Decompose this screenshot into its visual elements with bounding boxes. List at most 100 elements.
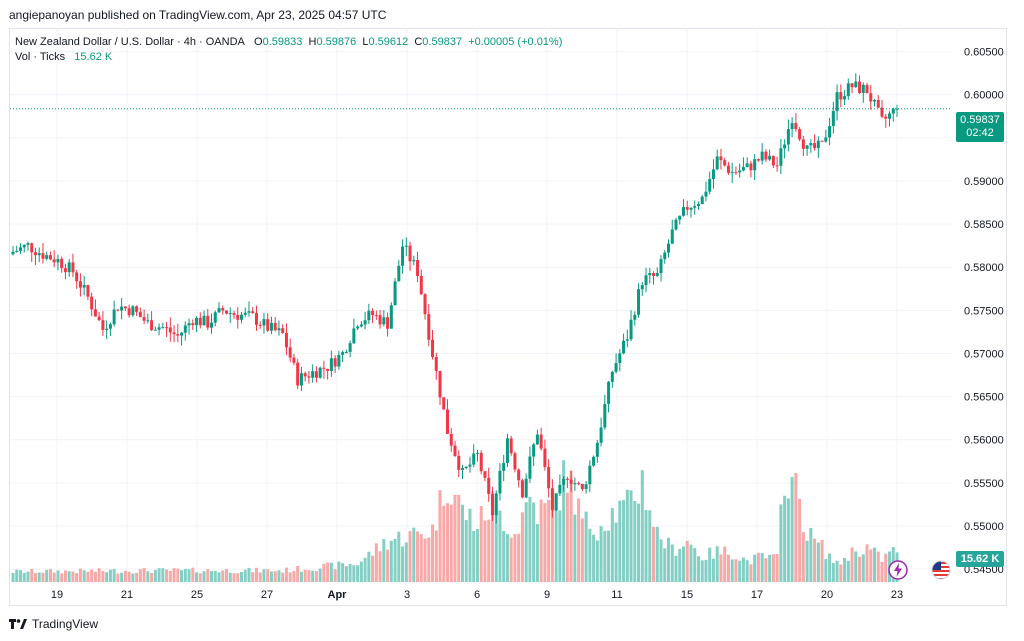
close-label: C <box>414 36 423 48</box>
candle-body <box>801 139 805 149</box>
volume-bar <box>464 520 468 582</box>
volume-bar <box>333 569 337 582</box>
candle-body <box>726 165 730 173</box>
volume-bar <box>674 555 678 582</box>
volume-bar <box>453 494 457 582</box>
volume-bar <box>202 571 206 582</box>
candle-body <box>427 314 431 340</box>
candle-body <box>592 456 596 466</box>
volume-bar <box>359 561 363 582</box>
candle-body <box>562 478 566 485</box>
candle-body <box>311 371 315 378</box>
x-tick-label: 6 <box>474 589 480 601</box>
volume-bar <box>824 559 828 582</box>
candle-body <box>693 206 697 208</box>
volume-bar <box>168 570 172 582</box>
volume-bar <box>577 498 581 582</box>
volume-bar <box>221 570 225 582</box>
x-tick-label: 27 <box>261 589 273 601</box>
candle-body <box>142 317 146 321</box>
candle-body <box>419 276 423 295</box>
candle-body <box>610 371 614 382</box>
candle-body <box>63 268 67 273</box>
candle-body <box>153 329 157 331</box>
chart-frame <box>9 28 1007 606</box>
candle-body <box>401 246 405 266</box>
x-tick-label: 25 <box>191 589 203 601</box>
volume-bar <box>165 569 169 582</box>
x-tick-label: 17 <box>751 589 763 601</box>
volume-bar <box>809 527 813 582</box>
volume-bar <box>18 570 22 582</box>
symbol-name[interactable]: New Zealand Dollar / U.S. Dollar · 4h · … <box>15 36 245 48</box>
candle-body <box>734 172 738 174</box>
volume-bar <box>869 549 873 582</box>
volume-bar <box>86 571 90 582</box>
candle-body <box>558 484 562 494</box>
volume-bar <box>269 571 273 582</box>
volume-bar <box>41 572 45 582</box>
candle-body <box>187 323 191 326</box>
volume-bar <box>625 489 629 582</box>
us-flag-event-icon[interactable] <box>931 560 951 580</box>
volume-bar <box>873 547 877 582</box>
candle-body <box>82 285 86 288</box>
volume-bar <box>839 564 843 582</box>
candle-body <box>262 319 266 326</box>
volume-bars <box>11 460 899 582</box>
candle-body <box>704 191 708 197</box>
volume-bar <box>876 551 880 582</box>
footer-brand[interactable]: TradingView <box>9 617 98 631</box>
candle-body <box>809 143 813 146</box>
candle-body <box>528 456 532 479</box>
candle-body <box>648 273 652 276</box>
candle-body <box>667 243 671 253</box>
volume-bar <box>382 539 386 582</box>
volume-bar <box>681 546 685 582</box>
volume-bar <box>689 544 693 582</box>
x-tick-label: 19 <box>51 589 63 601</box>
volume-bar <box>562 460 566 582</box>
volume-bar <box>307 570 311 582</box>
volume-bar <box>427 537 431 582</box>
candle-body <box>835 92 839 111</box>
candle-body <box>52 259 56 263</box>
candle-body <box>348 343 352 352</box>
candle-body <box>764 151 768 160</box>
volume-bar <box>494 499 498 582</box>
candle-body <box>689 207 693 210</box>
candle-body <box>236 314 240 320</box>
candle-body <box>416 259 420 277</box>
candle-body <box>341 352 345 355</box>
candle-body <box>15 250 19 252</box>
volume-bar <box>659 539 663 582</box>
candle-body <box>198 317 202 326</box>
volume-bar <box>438 490 442 582</box>
candle-body <box>157 327 161 330</box>
candle-body <box>670 229 674 244</box>
volume-label[interactable]: Vol · Ticks <box>15 51 66 63</box>
candle-body <box>513 453 517 470</box>
lightning-event-icon[interactable] <box>888 560 908 580</box>
volume-bar <box>176 568 180 582</box>
volume-bar <box>696 556 700 582</box>
candle-body <box>120 306 124 311</box>
candle-body <box>356 326 360 329</box>
volume-bar <box>764 558 768 582</box>
volume-bar <box>48 569 52 582</box>
volume-bar <box>835 560 839 582</box>
candle-body <box>30 243 34 253</box>
volume-bar <box>738 560 742 582</box>
volume-bar <box>262 569 266 582</box>
volume-bar <box>348 564 352 582</box>
volume-bar <box>794 472 798 582</box>
publisher-line: angiepanoyan published on TradingView.co… <box>9 8 387 22</box>
volume-bar <box>401 546 405 582</box>
volume-bar <box>607 530 611 582</box>
candle-body <box>539 434 543 449</box>
volume-bar <box>592 534 596 582</box>
footer-brand-name: TradingView <box>32 617 99 631</box>
grid-lines <box>10 30 952 582</box>
volume-bar <box>565 492 569 582</box>
